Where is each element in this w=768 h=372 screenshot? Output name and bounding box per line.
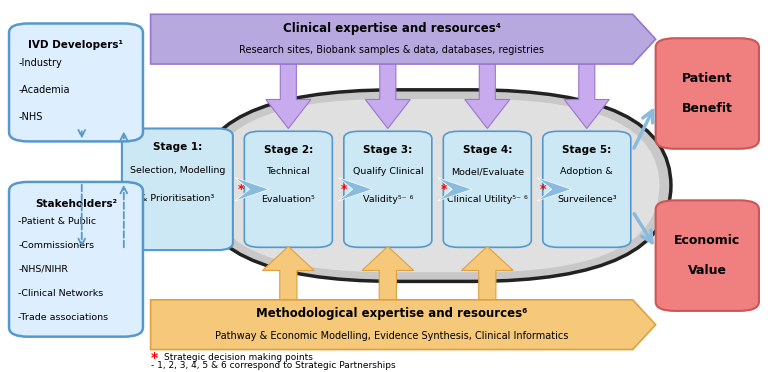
Text: Surveilence³: Surveilence³ bbox=[557, 195, 617, 204]
Text: Value: Value bbox=[688, 264, 727, 277]
Text: *: * bbox=[341, 183, 347, 196]
Text: Stage 5:: Stage 5: bbox=[562, 145, 611, 155]
Text: Adoption &: Adoption & bbox=[561, 167, 613, 176]
Text: -Clinical Networks: -Clinical Networks bbox=[18, 289, 104, 298]
Text: - 1, 2, 3, 4, 5 & 6 correspond to Strategic Partnerships: - 1, 2, 3, 4, 5 & 6 correspond to Strate… bbox=[151, 360, 396, 369]
Text: -Industry: -Industry bbox=[18, 58, 62, 68]
Polygon shape bbox=[564, 64, 609, 128]
Text: -NHS/NIHR: -NHS/NIHR bbox=[18, 265, 68, 274]
Text: Strategic decision making points: Strategic decision making points bbox=[164, 353, 313, 362]
Text: & Prioritisation³: & Prioritisation³ bbox=[141, 194, 214, 203]
Text: Research sites, Biobank samples & data, databases, registries: Research sites, Biobank samples & data, … bbox=[239, 45, 545, 55]
FancyBboxPatch shape bbox=[122, 128, 233, 250]
Text: Stage 3:: Stage 3: bbox=[363, 145, 412, 155]
FancyBboxPatch shape bbox=[208, 99, 660, 272]
Text: Economic: Economic bbox=[674, 234, 740, 247]
Text: Stage 4:: Stage 4: bbox=[462, 145, 512, 155]
Text: IVD Developers¹: IVD Developers¹ bbox=[28, 40, 124, 50]
FancyBboxPatch shape bbox=[656, 38, 759, 149]
Text: Model/Evaluate: Model/Evaluate bbox=[451, 167, 524, 176]
Text: Validity⁵⁻ ⁶: Validity⁵⁻ ⁶ bbox=[362, 195, 413, 204]
Text: Benefit: Benefit bbox=[682, 102, 733, 115]
Text: *: * bbox=[151, 351, 157, 365]
Polygon shape bbox=[338, 177, 372, 201]
Text: Clinical Utility⁵⁻ ⁶: Clinical Utility⁵⁻ ⁶ bbox=[447, 195, 528, 204]
Text: -Academia: -Academia bbox=[18, 85, 70, 95]
Text: Patient: Patient bbox=[682, 72, 733, 85]
Polygon shape bbox=[263, 246, 314, 300]
Polygon shape bbox=[235, 177, 269, 201]
FancyBboxPatch shape bbox=[443, 131, 531, 247]
Text: Stakeholders²: Stakeholders² bbox=[35, 199, 117, 209]
Text: *: * bbox=[440, 183, 447, 196]
Polygon shape bbox=[151, 14, 656, 64]
Polygon shape bbox=[362, 246, 414, 300]
Text: Pathway & Economic Modelling, Evidence Synthesis, Clinical Informatics: Pathway & Economic Modelling, Evidence S… bbox=[215, 331, 568, 341]
Polygon shape bbox=[266, 64, 311, 128]
Text: *: * bbox=[237, 183, 244, 196]
Text: Clinical expertise and resources⁴: Clinical expertise and resources⁴ bbox=[283, 22, 501, 35]
Polygon shape bbox=[366, 64, 410, 128]
Text: -Trade associations: -Trade associations bbox=[18, 313, 108, 322]
FancyBboxPatch shape bbox=[197, 90, 671, 281]
Text: Technical: Technical bbox=[266, 167, 310, 176]
FancyBboxPatch shape bbox=[344, 131, 432, 247]
Polygon shape bbox=[465, 64, 510, 128]
Polygon shape bbox=[462, 246, 513, 300]
FancyBboxPatch shape bbox=[9, 23, 143, 141]
Text: -Commissioners: -Commissioners bbox=[18, 241, 94, 250]
Polygon shape bbox=[151, 300, 656, 350]
Polygon shape bbox=[537, 177, 571, 201]
Text: Methodological expertise and resources⁶: Methodological expertise and resources⁶ bbox=[256, 307, 528, 320]
Polygon shape bbox=[438, 177, 472, 201]
Text: Stage 2:: Stage 2: bbox=[263, 145, 313, 155]
FancyBboxPatch shape bbox=[656, 201, 759, 311]
Text: Evaluation⁵: Evaluation⁵ bbox=[261, 195, 315, 204]
FancyBboxPatch shape bbox=[543, 131, 631, 247]
Text: *: * bbox=[540, 183, 546, 196]
Text: Selection, Modelling: Selection, Modelling bbox=[130, 166, 225, 175]
Text: Qualify Clinical: Qualify Clinical bbox=[353, 167, 423, 176]
FancyBboxPatch shape bbox=[244, 131, 333, 247]
Text: Stage 1:: Stage 1: bbox=[153, 142, 202, 152]
FancyBboxPatch shape bbox=[9, 182, 143, 337]
Text: -Patient & Public: -Patient & Public bbox=[18, 217, 96, 226]
Text: -NHS: -NHS bbox=[18, 112, 42, 122]
